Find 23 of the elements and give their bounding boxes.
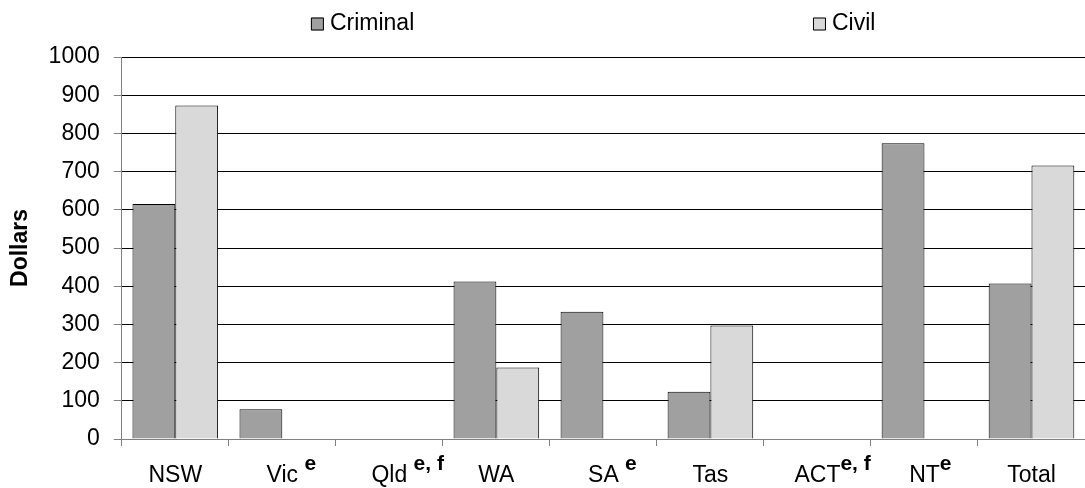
y-tick-label: 1000 <box>48 42 100 69</box>
x-tick-label: Tas <box>692 461 729 487</box>
y-axis-title: Dollars <box>6 209 33 287</box>
x-tick-label: NSW <box>148 461 203 487</box>
legend-label: Criminal <box>329 9 415 36</box>
y-tick-label: 300 <box>61 309 100 336</box>
x-tick-label: Vic e <box>266 451 317 487</box>
y-tick-label: 400 <box>61 271 100 298</box>
x-tick-label: WA <box>478 461 516 487</box>
y-tick-label: 700 <box>61 156 100 183</box>
y-tick-label: 500 <box>61 233 100 260</box>
x-tick-label: SA e <box>588 451 637 487</box>
x-tick-label: NTe <box>909 451 952 487</box>
y-tick-label: 100 <box>61 386 100 413</box>
x-tick-label: Qld e, f <box>371 451 445 487</box>
y-tick-label: 800 <box>61 118 100 145</box>
y-tick-label: 0 <box>86 424 100 451</box>
y-tick-label: 900 <box>61 80 100 107</box>
y-tick-label: 600 <box>61 195 100 222</box>
legend-label: Civil <box>831 9 876 36</box>
x-tick-label: ACTe, f <box>794 451 872 487</box>
x-tick-label: Total <box>1007 461 1056 487</box>
y-tick-label: 200 <box>61 347 100 374</box>
